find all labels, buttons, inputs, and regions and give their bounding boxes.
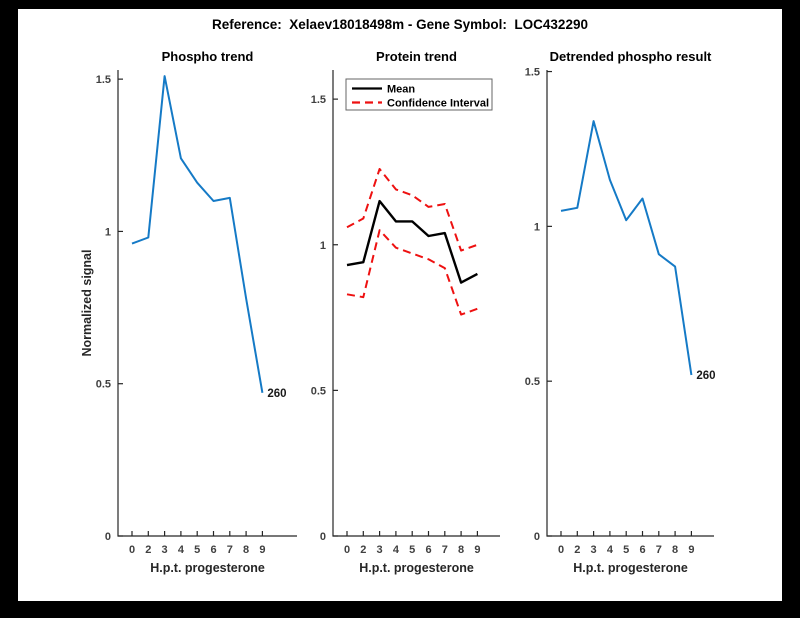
end-value-label: 260 <box>267 388 286 400</box>
x-tick-label: 5 <box>194 544 200 556</box>
legend-label: Mean <box>387 84 415 96</box>
x-tick-label: 3 <box>377 544 383 556</box>
y-tick-label: 0.5 <box>525 376 540 388</box>
x-tick-label: 8 <box>458 544 464 556</box>
x-tick-label: 7 <box>227 544 233 556</box>
x-tick-label: 2 <box>574 544 580 556</box>
x-tick-label: 5 <box>409 544 415 556</box>
end-value-label: 260 <box>696 370 715 382</box>
y-axis-label: Normalized signal <box>80 250 94 357</box>
legend-box <box>345 78 493 111</box>
x-tick-label: 3 <box>162 544 168 556</box>
x-axis-label: H.p.t. progesterone <box>359 561 474 575</box>
x-tick-label: 4 <box>393 544 400 556</box>
figure-title: Reference: Xelaev18018498m - Gene Symbol… <box>212 17 588 32</box>
series-line-ci-lower <box>346 229 478 316</box>
x-tick-label: 4 <box>607 544 614 556</box>
y-tick-label: 1 <box>105 226 111 238</box>
y-tick-label: 1 <box>320 240 326 252</box>
y-tick-label: 0 <box>534 531 540 543</box>
x-tick-label: 9 <box>474 544 480 556</box>
x-axis-label: H.p.t. progesterone <box>150 561 265 575</box>
x-tick-label: 2 <box>145 544 151 556</box>
y-tick-label: 0 <box>105 531 111 543</box>
series-line-mean <box>346 199 478 284</box>
x-tick-label: 6 <box>425 544 431 556</box>
axis-lines <box>332 70 500 537</box>
x-tick-label: 4 <box>178 544 185 556</box>
y-tick-label: 1.5 <box>525 67 540 79</box>
subplot-title: Phospho trend <box>162 49 254 64</box>
axis-lines <box>546 70 714 537</box>
subplot-title: Detrended phospho result <box>550 49 712 64</box>
y-tick-label: 0.5 <box>311 385 326 397</box>
series-line-ci-upper <box>346 168 478 252</box>
legend-label: Confidence Interval <box>387 98 489 110</box>
x-tick-label: 8 <box>672 544 678 556</box>
x-tick-label: 9 <box>259 544 265 556</box>
y-tick-label: 1.5 <box>311 94 326 106</box>
x-tick-label: 7 <box>656 544 662 556</box>
axis-lines <box>117 70 297 537</box>
x-tick-label: 3 <box>591 544 597 556</box>
series-line-detrended-phospho <box>560 120 693 376</box>
x-tick-label: 7 <box>442 544 448 556</box>
y-tick-label: 0 <box>320 531 326 543</box>
y-tick-label: 0.5 <box>96 379 111 391</box>
x-tick-label: 6 <box>639 544 645 556</box>
x-tick-label: 0 <box>344 544 350 556</box>
x-tick-label: 2 <box>360 544 366 556</box>
y-tick-label: 1.5 <box>96 74 111 86</box>
x-axis-label: H.p.t. progesterone <box>573 561 688 575</box>
x-tick-label: 5 <box>623 544 629 556</box>
legend: Mean Confidence Interval <box>345 78 493 111</box>
x-tick-label: 9 <box>688 544 694 556</box>
x-tick-label: 8 <box>243 544 249 556</box>
series-line-phospho <box>131 75 264 393</box>
x-tick-label: 0 <box>129 544 135 556</box>
subplot-title: Protein trend <box>376 49 457 64</box>
y-tick-label: 1 <box>534 221 540 233</box>
x-tick-label: 0 <box>558 544 564 556</box>
x-tick-label: 6 <box>210 544 216 556</box>
